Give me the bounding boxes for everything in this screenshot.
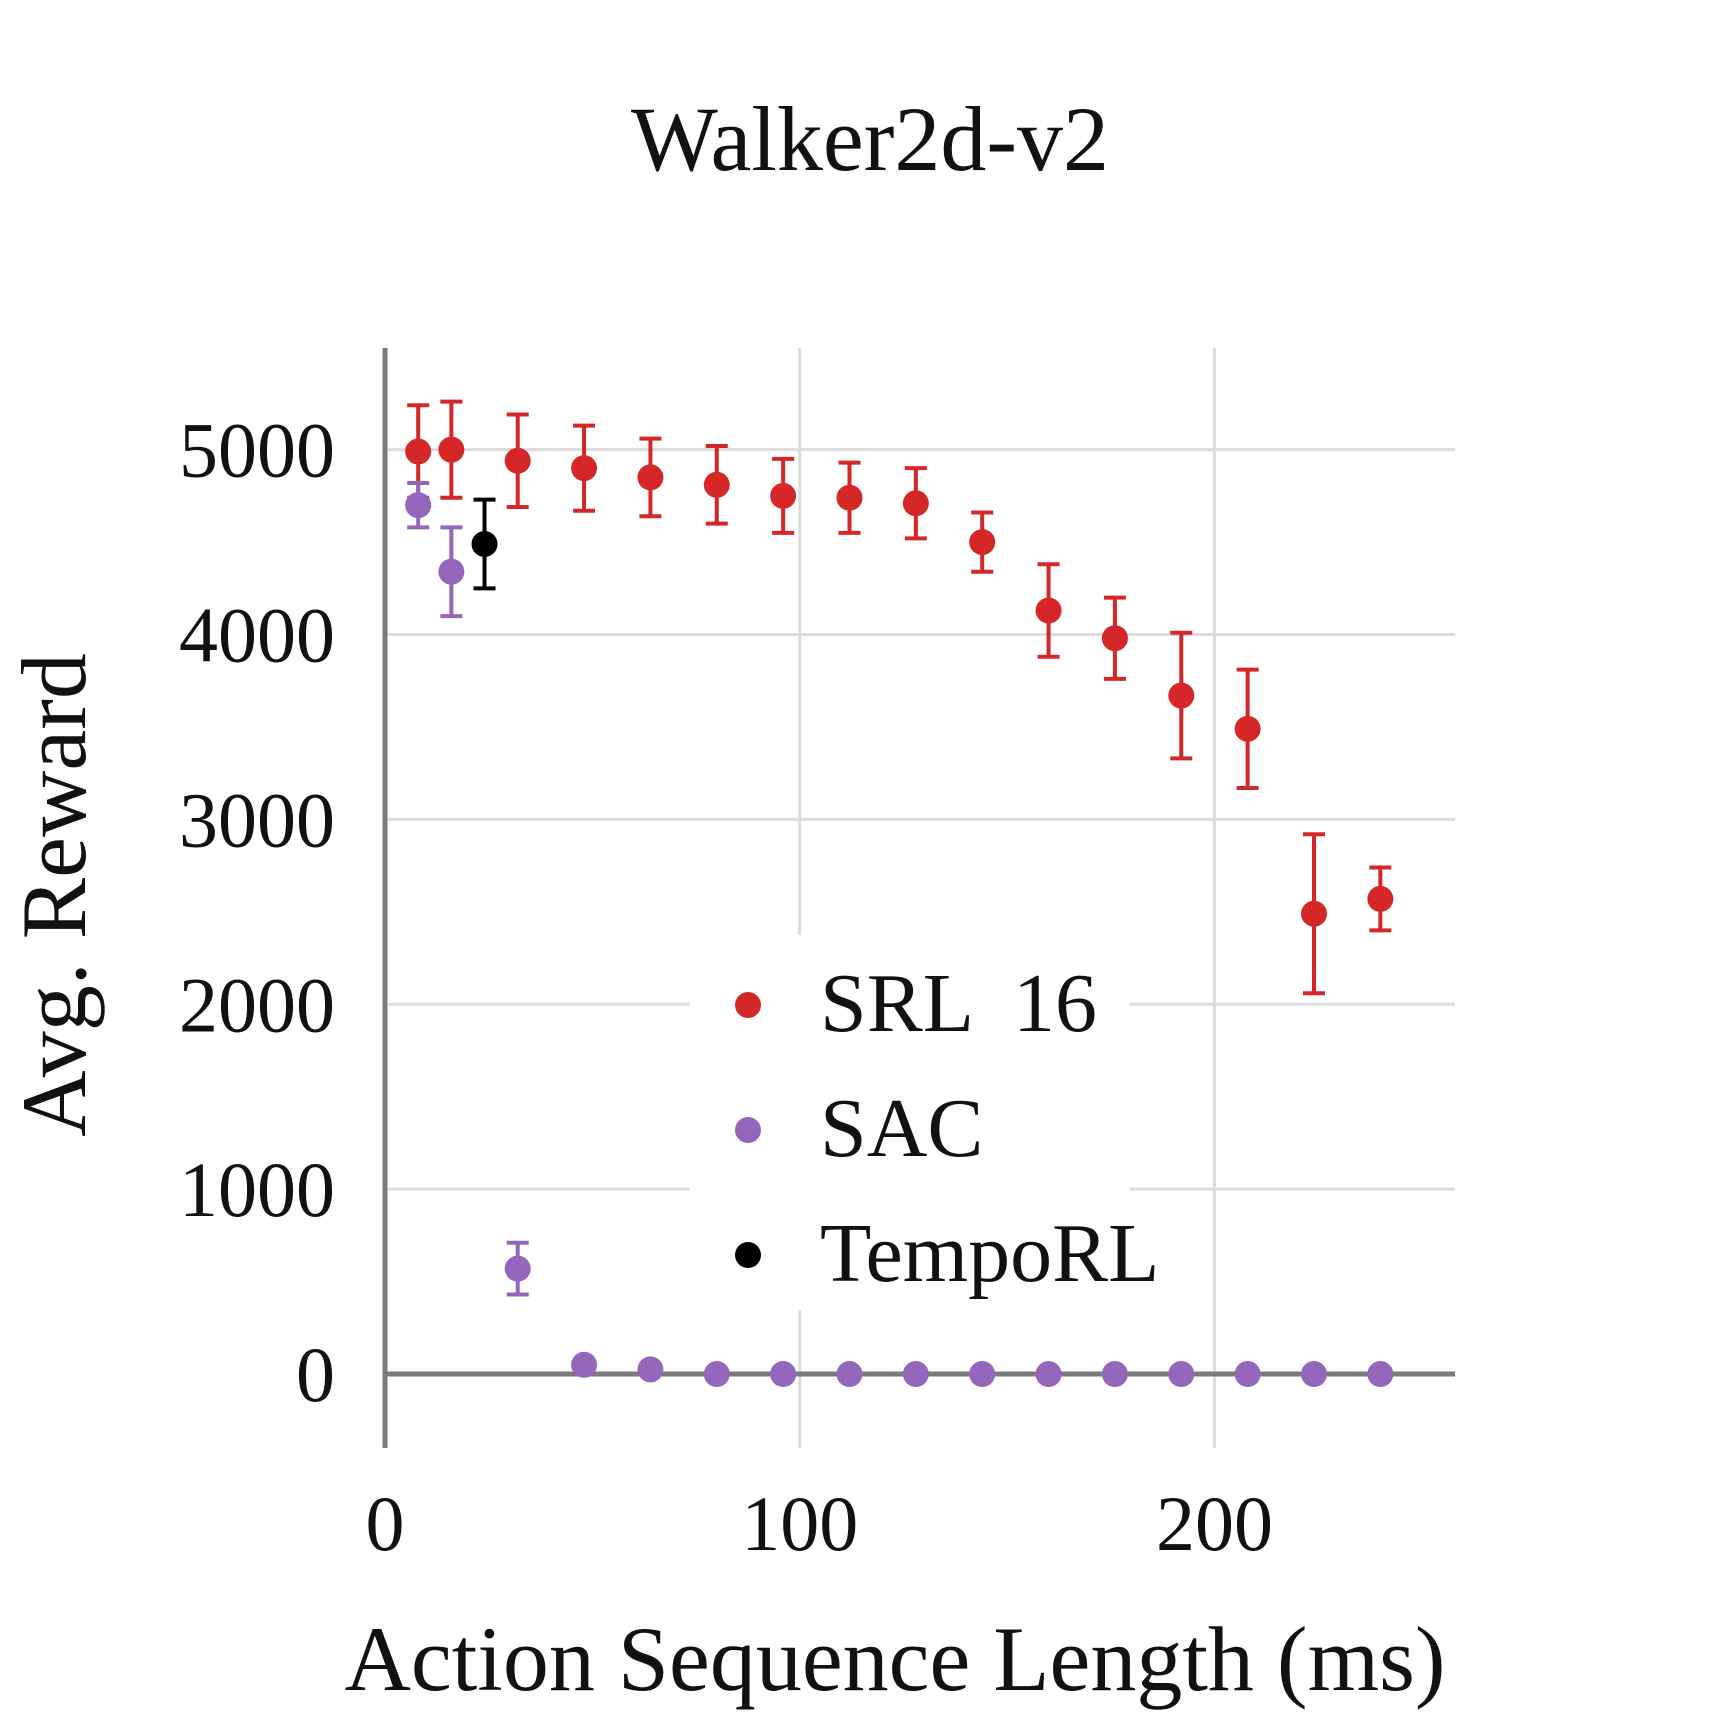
chart-title: Walker2d-v2 <box>631 88 1109 190</box>
data-point <box>1035 1361 1062 1388</box>
data-point <box>703 471 730 498</box>
legend-label: SRL 16 <box>820 957 1097 1050</box>
data-point <box>1168 1361 1195 1388</box>
x-tick-label-100: 100 <box>741 1480 858 1567</box>
legend-marker <box>735 1117 761 1143</box>
data-point <box>1234 715 1261 742</box>
data-point <box>1101 625 1128 652</box>
data-point <box>571 455 598 482</box>
data-point <box>1367 1361 1394 1388</box>
x-tick-label-0: 0 <box>366 1480 405 1567</box>
data-point <box>1101 1361 1128 1388</box>
y-axis-title: Avg. Reward <box>3 653 105 1137</box>
data-point <box>1168 682 1195 709</box>
y-tick-label-3000: 3000 <box>179 776 335 863</box>
y-tick-label-0: 0 <box>296 1331 335 1418</box>
data-point <box>836 1361 863 1388</box>
data-point <box>637 1356 664 1383</box>
data-point <box>969 529 996 556</box>
y-tick-label-5000: 5000 <box>179 407 335 494</box>
legend-marker <box>735 992 761 1018</box>
data-point <box>571 1351 598 1378</box>
data-marks <box>405 399 1394 1388</box>
data-point <box>902 490 929 517</box>
series-srl-16 <box>405 399 1394 996</box>
data-point <box>438 436 465 463</box>
data-point <box>1367 885 1394 912</box>
data-point <box>969 1361 996 1388</box>
data-point <box>703 1361 730 1388</box>
x-tick-label-200: 200 <box>1156 1480 1273 1567</box>
legend-background <box>690 935 1130 1060</box>
data-point <box>770 482 797 509</box>
data-point <box>504 447 531 474</box>
x-axis-title: Action Sequence Length (ms) <box>344 1608 1445 1710</box>
data-point <box>405 492 432 519</box>
data-point <box>902 1361 929 1388</box>
data-point <box>637 464 664 491</box>
y-tick-label-4000: 4000 <box>179 592 335 679</box>
data-point <box>1300 1361 1327 1388</box>
data-point <box>1035 597 1062 624</box>
data-point <box>1234 1361 1261 1388</box>
legend-background <box>690 1185 1130 1310</box>
data-point <box>1300 900 1327 927</box>
data-point <box>504 1255 531 1282</box>
data-point <box>836 484 863 511</box>
y-tick-label-1000: 1000 <box>179 1146 335 1233</box>
legend: SRL 16 SAC TempoRL <box>690 935 1159 1310</box>
legend-marker <box>735 1242 761 1268</box>
data-point <box>770 1361 797 1388</box>
data-point <box>471 530 498 557</box>
y-tick-label-2000: 2000 <box>179 961 335 1048</box>
legend-background <box>690 1060 1130 1185</box>
series-sac <box>405 480 1394 1388</box>
grid-lines <box>385 348 1455 1448</box>
legend-label: SAC <box>820 1082 983 1175</box>
series-temporl <box>471 497 498 591</box>
legend-label: TempoRL <box>820 1207 1159 1300</box>
tick-labels: 0 1000 2000 3000 4000 5000 0 100 200 <box>179 407 1273 1567</box>
data-point <box>438 558 465 585</box>
data-point <box>405 438 432 465</box>
